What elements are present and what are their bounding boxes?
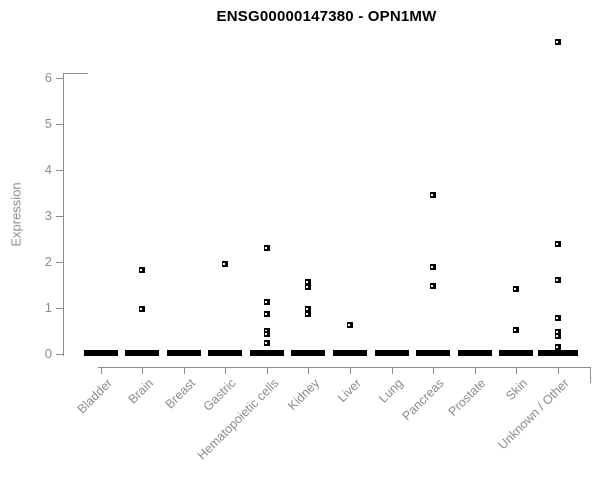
- x-tick-label: Kidney: [284, 376, 322, 413]
- y-axis-top-cap: [63, 73, 88, 74]
- x-tick-label: Breast: [162, 376, 198, 412]
- y-tick-label: 1: [44, 300, 52, 315]
- data-point: [555, 329, 561, 335]
- y-tick: [56, 170, 63, 171]
- x-tick-label: Pancreas: [399, 376, 447, 424]
- data-point: [264, 340, 270, 346]
- data-point: [305, 284, 311, 290]
- zero-expression-dash: [416, 350, 450, 356]
- chart-title: ENSG00000147380 - OPN1MW: [216, 8, 437, 25]
- y-tick: [56, 354, 63, 355]
- x-tick: [433, 367, 434, 374]
- x-tick: [225, 367, 226, 374]
- data-point: [222, 261, 228, 267]
- x-tick: [392, 367, 393, 374]
- x-tick-label: Lung: [376, 376, 406, 406]
- x-axis-end-cap: [590, 367, 591, 383]
- x-tick: [350, 367, 351, 374]
- x-tick-label: Bladder: [74, 376, 115, 417]
- data-point: [264, 331, 270, 337]
- data-point: [139, 267, 145, 273]
- zero-expression-dash: [538, 350, 578, 356]
- y-tick-label: 3: [44, 208, 52, 223]
- data-point: [264, 299, 270, 305]
- x-tick: [475, 367, 476, 374]
- zero-expression-dash: [375, 350, 409, 356]
- x-axis-line: [98, 367, 590, 368]
- y-tick-label: 6: [44, 70, 52, 85]
- x-tick: [558, 367, 559, 374]
- data-point: [347, 322, 353, 328]
- x-tick: [184, 367, 185, 374]
- data-point: [264, 311, 270, 317]
- data-point: [430, 264, 436, 270]
- zero-expression-dash: [333, 350, 367, 356]
- zero-expression-dash: [291, 350, 325, 356]
- x-tick: [308, 367, 309, 374]
- y-tick-label: 5: [44, 116, 52, 131]
- y-tick-label: 0: [44, 346, 52, 361]
- x-tick-label: Brain: [125, 376, 156, 407]
- zero-expression-dash: [250, 350, 284, 356]
- x-tick-label: Gastric: [201, 376, 239, 414]
- x-tick-label: Liver: [334, 376, 364, 406]
- x-tick-label: Prostate: [446, 376, 489, 419]
- data-point: [430, 283, 436, 289]
- y-tick: [56, 308, 63, 309]
- data-point: [555, 241, 561, 247]
- y-tick: [56, 78, 63, 79]
- x-tick: [267, 367, 268, 374]
- data-point: [555, 344, 561, 350]
- zero-expression-dash: [208, 350, 242, 356]
- data-point: [430, 192, 436, 198]
- data-point: [555, 333, 561, 339]
- x-tick: [516, 367, 517, 374]
- zero-expression-dash: [499, 350, 533, 356]
- y-tick-label: 4: [44, 162, 52, 177]
- y-tick: [56, 216, 63, 217]
- data-point: [513, 327, 519, 333]
- x-tick: [101, 367, 102, 374]
- x-tick-label: Hematopoietic cells: [194, 376, 281, 463]
- data-point: [305, 311, 311, 317]
- data-point: [555, 277, 561, 283]
- data-point: [555, 39, 561, 45]
- y-tick: [56, 124, 63, 125]
- zero-expression-dash: [125, 350, 159, 356]
- data-point: [305, 279, 311, 285]
- data-point: [305, 306, 311, 312]
- y-axis-line: [63, 73, 64, 356]
- data-point: [264, 245, 270, 251]
- x-tick: [142, 367, 143, 374]
- y-tick: [56, 262, 63, 263]
- data-point: [139, 306, 145, 312]
- zero-expression-dash: [458, 350, 492, 356]
- zero-expression-dash: [167, 350, 201, 356]
- data-point: [555, 315, 561, 321]
- x-tick-label: Skin: [502, 376, 530, 404]
- data-point: [513, 286, 519, 292]
- zero-expression-dash: [84, 350, 118, 356]
- y-tick-label: 2: [44, 254, 52, 269]
